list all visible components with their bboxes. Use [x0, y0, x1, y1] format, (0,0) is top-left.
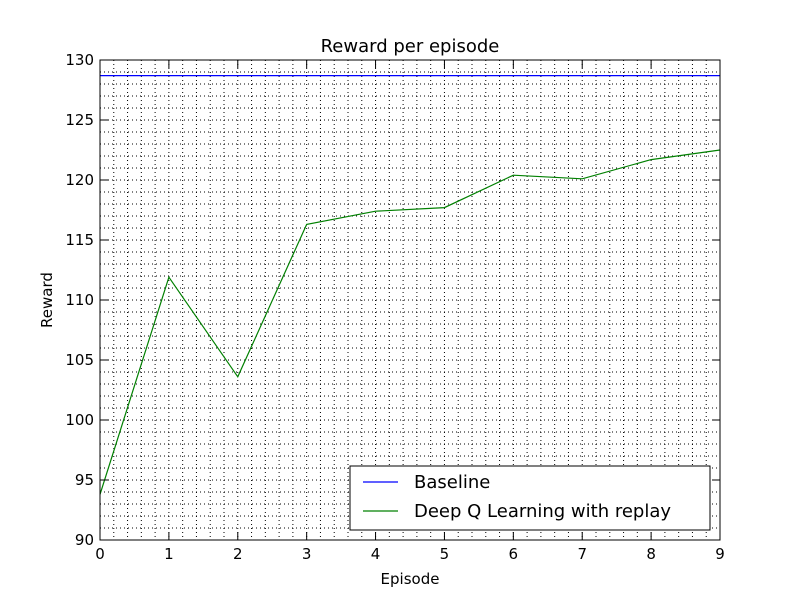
x-tick-label: 7 [577, 545, 587, 563]
y-tick-labels: 90 95 100 105 110 115 120 125 130 [65, 51, 94, 549]
y-tick-label: 120 [65, 171, 94, 189]
y-tick-label: 100 [65, 411, 94, 429]
x-tick-label: 2 [233, 545, 243, 563]
legend-label: Baseline [414, 472, 490, 493]
x-tick-label: 6 [509, 545, 519, 563]
series-lines [99, 74, 721, 495]
x-tick-label: 3 [302, 545, 312, 563]
y-tick-label: 90 [75, 531, 94, 549]
axis-ticks [99, 59, 721, 541]
chart-title: Reward per episode [321, 36, 500, 57]
legend-label: Deep Q Learning with replay [414, 501, 671, 522]
x-tick-label: 9 [715, 545, 725, 563]
y-tick-label: 110 [65, 291, 94, 309]
y-tick-label: 95 [75, 471, 94, 489]
y-tick-label: 115 [65, 231, 94, 249]
legend-box [349, 465, 711, 531]
x-tick-labels: 0 1 2 3 4 5 6 7 8 9 [95, 545, 725, 563]
legend: Baseline Deep Q Learning with replay [349, 465, 711, 531]
x-axis-label: Episode [381, 570, 440, 588]
y-tick-label: 130 [65, 51, 94, 69]
x-tick-label: 1 [164, 545, 174, 563]
series-line-deep-q-learning [99, 149, 721, 495]
y-axis-label: Reward [38, 272, 56, 328]
y-tick-label: 105 [65, 351, 94, 369]
x-tick-label: 5 [440, 545, 450, 563]
x-tick-label: 0 [95, 545, 105, 563]
y-tick-label: 125 [65, 111, 94, 129]
x-tick-label: 4 [371, 545, 381, 563]
x-tick-label: 8 [646, 545, 656, 563]
